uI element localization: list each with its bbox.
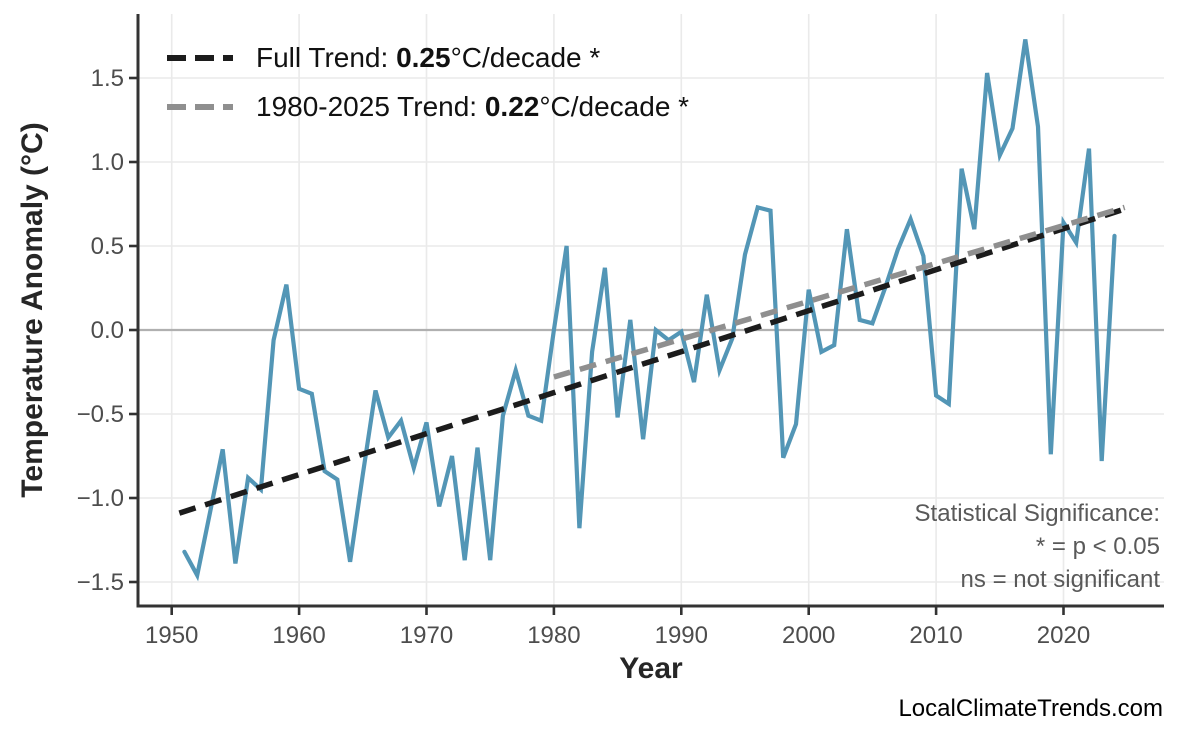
legend-label-full-trend: Full Trend: 0.25°C/decade * [256, 42, 600, 73]
y-tick-label: 0.0 [91, 317, 124, 344]
x-axis-title: Year [619, 652, 683, 685]
x-tick-label: 1970 [400, 622, 453, 649]
legend-label-1980-2025-trend: 1980-2025 Trend: 0.22°C/decade * [256, 91, 689, 122]
annual-temperature-anomaly-line [182, 39, 1117, 582]
x-tick-label: 1950 [145, 622, 198, 649]
significance-note: Statistical Significance: * = p < 0.05 n… [915, 500, 1161, 593]
y-axis-title: Temperature Anomaly (°C) [16, 122, 49, 497]
trend-1980-2025-line [553, 204, 1126, 380]
x-tick-label: 1980 [527, 622, 580, 649]
significance-note-line3: ns = not significant [961, 566, 1161, 593]
y-tick-label: −1.0 [77, 485, 124, 512]
legend: Full Trend: 0.25°C/decade * 1980-2025 Tr… [167, 42, 689, 122]
significance-note-title: Statistical Significance: [915, 500, 1160, 527]
y-tick-label: 1.0 [91, 149, 124, 176]
x-tick-label: 2010 [909, 622, 962, 649]
x-tick-label: 2000 [782, 622, 835, 649]
x-tick-label: 1990 [655, 622, 708, 649]
watermark: LocalClimateTrends.com [898, 695, 1163, 722]
x-tick-label: 2020 [1037, 622, 1090, 649]
y-tick-label: 0.5 [91, 233, 124, 260]
data-layer [178, 39, 1126, 582]
y-tick-label: −1.5 [77, 569, 124, 596]
significance-note-line2: * = p < 0.05 [1036, 533, 1160, 560]
axis-layer: 1.5 1.0 0.5 0.0 −0.5 −1.0 −1.5 1950 1960 1970 1980… [77, 14, 1164, 649]
y-tick-label: −0.5 [77, 401, 124, 428]
full-trend-line [178, 206, 1126, 516]
y-tick-label: 1.5 [91, 65, 124, 92]
x-tick-label: 1960 [272, 622, 325, 649]
